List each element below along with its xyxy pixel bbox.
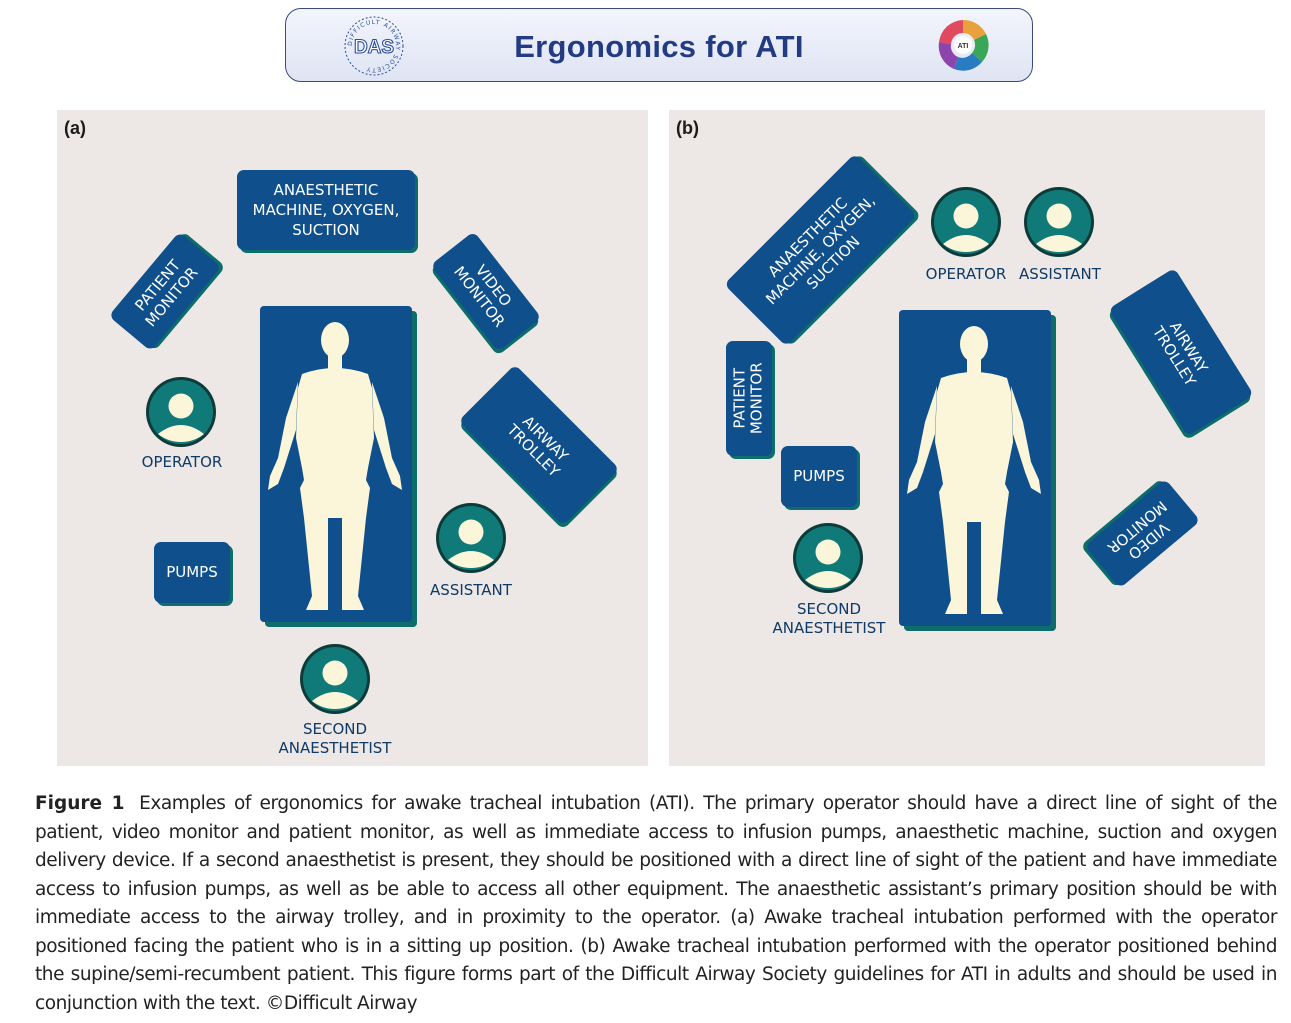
anaesthetic-machine-box: ANAESTHETIC MACHINE, OXYGEN, SUCTION bbox=[723, 153, 918, 347]
header-banner: DIFFICULT AIRWAY SOCIETY DAS Ergonomics … bbox=[285, 8, 1033, 82]
patient-monitor-box: PATIENT MONITOR bbox=[108, 231, 222, 352]
svg-text:DAS: DAS bbox=[354, 37, 394, 58]
operator-label: OPERATOR bbox=[925, 265, 1007, 283]
assistant-label: ASSISTANT bbox=[1019, 265, 1101, 283]
operator-avatar bbox=[930, 186, 1002, 258]
second-anaesthetist-avatar bbox=[792, 522, 864, 594]
operator-avatar bbox=[145, 376, 217, 448]
pumps-box: PUMPS bbox=[781, 446, 857, 507]
video-monitor-box: VIDEO MONITOR bbox=[430, 231, 542, 352]
page-title: Ergonomics for ATI bbox=[514, 29, 804, 64]
pumps-box: PUMPS bbox=[154, 542, 230, 603]
assistant-avatar bbox=[1023, 186, 1095, 258]
person-icon bbox=[146, 377, 216, 447]
second-anaesthetist-label: SECOND ANAESTHETIST bbox=[278, 720, 392, 757]
panel-a: (a) ANAESTHETIC MACHINE, OXYGEN, SUCTION… bbox=[57, 110, 648, 766]
second-anaesthetist-label: SECOND ANAESTHETIST bbox=[772, 600, 886, 637]
figure-label: Figure 1 bbox=[35, 793, 125, 814]
patient-body-figure bbox=[907, 326, 1041, 614]
airway-trolley-box: AIRWAY TROLLEY bbox=[1108, 267, 1254, 437]
patient-body-figure bbox=[268, 322, 402, 610]
assistant-label: ASSISTANT bbox=[430, 581, 512, 599]
das-logo: DIFFICULT AIRWAY SOCIETY DAS bbox=[342, 14, 406, 78]
svg-text:ATI: ATI bbox=[958, 43, 969, 50]
video-monitor-box: VIDEO MONITOR bbox=[1084, 478, 1201, 589]
panel-label: (a) bbox=[64, 118, 86, 138]
panel-b: (b) ANAESTHETIC MACHINE, OXYGEN, SUCTION… bbox=[669, 110, 1265, 766]
patient-monitor-box: PATIENT MONITOR bbox=[726, 341, 772, 456]
panel-label: (b) bbox=[676, 118, 699, 138]
person-icon bbox=[793, 523, 863, 593]
person-icon bbox=[931, 187, 1001, 257]
second-anaesthetist-avatar bbox=[299, 643, 371, 715]
person-icon bbox=[436, 503, 506, 573]
person-icon bbox=[1024, 187, 1094, 257]
ati-logo: ATI bbox=[934, 16, 992, 74]
anaesthetic-machine-box: ANAESTHETIC MACHINE, OXYGEN, SUCTION bbox=[237, 170, 415, 250]
caption-text: Examples of ergonomics for awake trachea… bbox=[35, 793, 1277, 1014]
operator-label: OPERATOR bbox=[141, 453, 223, 471]
person-icon bbox=[300, 644, 370, 714]
assistant-avatar bbox=[435, 502, 507, 574]
figure-caption: Figure 1 Examples of ergonomics for awak… bbox=[35, 790, 1277, 1018]
